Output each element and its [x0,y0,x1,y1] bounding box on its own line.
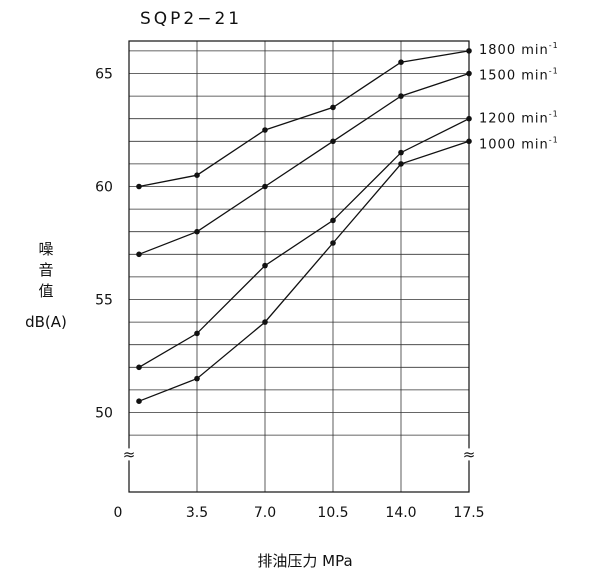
y-axis-label-2: 音 [38,261,53,279]
data-point [136,183,142,190]
x-tick-label: 14.0 [385,505,416,521]
data-point [136,398,142,405]
y-axis-label-3: 值 [38,282,53,300]
data-point [330,104,336,111]
data-point [262,183,268,190]
y-tick-label: 50 [95,406,113,422]
y-ticks: 50 55 60 65 [95,67,113,422]
data-point [262,262,268,269]
data-point [466,115,472,122]
legend-entry: 1000 min-1 [479,135,559,152]
x-tick-label: 10.5 [317,505,348,521]
data-point [330,138,336,145]
series-line [138,50,470,188]
y-tick-label: 65 [95,67,113,83]
axis-break-symbol: ≈ [463,445,476,463]
x-axis-label: 排油压力 MPa [257,552,352,570]
legend-entry: 1800 min-1 [479,41,559,58]
data-point [466,70,472,77]
x-ticks: 3.5 7.0 10.5 14.0 17.5 [186,505,485,521]
series-line [138,118,470,368]
grid [129,41,469,492]
data-point [398,93,404,99]
y-tick-label: 55 [95,293,113,309]
data-point [398,59,404,65]
series-line [138,72,470,255]
series-group [136,48,472,405]
data-point [194,375,200,382]
data-point [466,138,472,145]
data-point [194,228,200,235]
data-point [466,48,472,54]
plot-border [128,40,470,493]
data-point [330,240,336,246]
series-line [138,140,470,402]
data-point [136,251,142,258]
chart-title: SQP2−21 [140,9,242,29]
x-tick-label: 3.5 [186,505,208,521]
legend-entry: 1200 min-1 [479,110,559,127]
data-point [194,330,200,337]
x-tick-label: 17.5 [453,505,484,521]
plot-frame: ≈ ≈ [121,40,477,493]
data-point [194,172,200,178]
legend-entry: 1500 min-1 [479,67,559,84]
axis-break-mask [121,448,137,461]
axis-break-symbol: ≈ [123,445,136,463]
y-axis-label-4: dB(A) [25,313,67,331]
legend: 1800 min-1 1500 min-1 1200 min-1 1000 min-1 [479,41,559,152]
x-origin-label: 0 [114,505,123,521]
y-tick-label: 60 [95,180,113,196]
data-point [136,364,142,371]
data-point [398,149,404,156]
data-point [262,127,268,133]
data-point [262,319,268,325]
axis-break-mask [461,448,477,461]
x-tick-label: 7.0 [254,505,276,521]
data-point [330,217,336,224]
data-point [398,161,404,167]
y-axis-label-1: 噪 [38,240,53,258]
